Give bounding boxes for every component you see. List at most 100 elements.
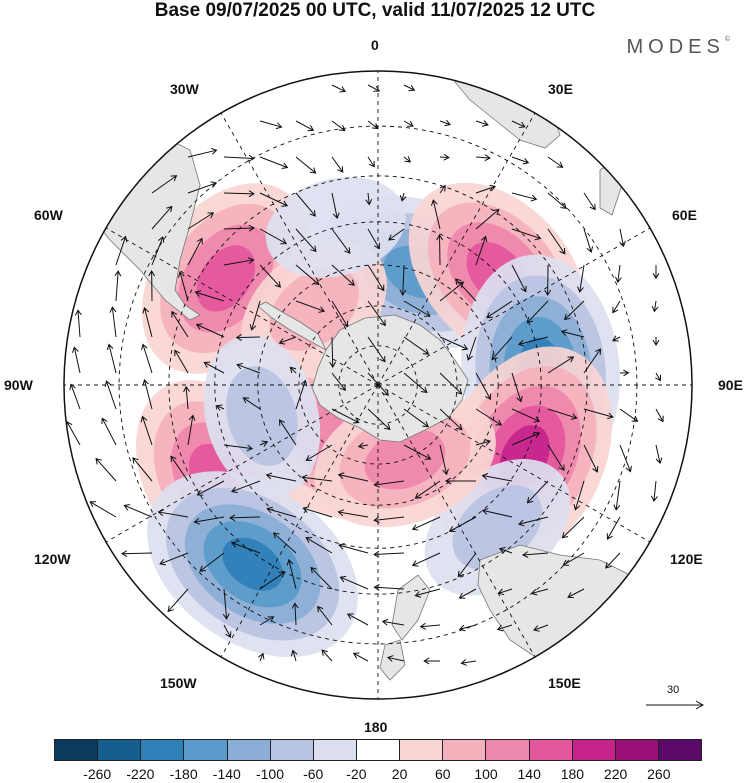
wind-arrow	[583, 348, 602, 374]
wind-arrow	[121, 550, 153, 558]
wind-arrow	[547, 444, 565, 472]
reference-vector	[646, 700, 705, 710]
wind-arrow	[411, 552, 441, 567]
wind-arrow	[167, 588, 189, 613]
wind-arrow	[367, 264, 385, 292]
wind-arrow	[235, 334, 261, 341]
wind-arrow	[583, 408, 614, 420]
wind-arrow	[403, 336, 430, 355]
latitude-circle	[257, 264, 499, 506]
wind-arrow	[547, 356, 575, 374]
wind-arrow	[187, 414, 196, 446]
wind-arrow	[259, 120, 283, 130]
colorbar-swatch	[443, 740, 487, 760]
modes-logo: MODES©	[626, 36, 730, 59]
wind-arrow	[547, 408, 578, 420]
wind-arrow	[526, 480, 549, 504]
wind-arrow	[367, 84, 381, 92]
wind-arrow	[403, 300, 431, 317]
lon-label-150w: 150W	[160, 675, 197, 691]
wind-arrow	[497, 588, 513, 596]
colorbar-swatch	[55, 740, 99, 760]
wind-arrow	[475, 184, 497, 194]
wind-arrow	[439, 372, 463, 395]
wind-arrow	[101, 417, 117, 446]
wind-arrow	[533, 624, 549, 632]
wind-arrow	[439, 408, 463, 431]
wind-arrow	[615, 264, 622, 284]
wind-arrow	[655, 444, 663, 465]
wind-arrow	[352, 652, 369, 662]
wind-arrow	[142, 379, 153, 410]
colorbar-tick-label: 180	[560, 766, 585, 782]
wind-arrow	[655, 408, 664, 423]
colorbar-swatch	[356, 740, 401, 760]
wind-arrow	[194, 290, 225, 302]
wind-arrow	[522, 551, 549, 559]
wind-arrow	[652, 336, 660, 346]
wind-arrow	[291, 602, 299, 626]
wind-arrow	[498, 547, 513, 554]
wind-arrow	[561, 516, 585, 539]
lon-label-120w: 120W	[34, 551, 71, 567]
wind-arrow	[481, 473, 513, 482]
wind-arrow	[295, 156, 317, 174]
latitude-circle	[298, 305, 458, 465]
map-title: Base 09/07/2025 00 UTC, valid 11/07/2025…	[154, 0, 596, 21]
wind-arrow	[266, 506, 297, 518]
colorbar-tick-label: -100	[255, 766, 285, 782]
wind-arrow	[367, 120, 379, 130]
wind-arrow	[151, 205, 173, 230]
wind-arrow	[486, 300, 513, 319]
wind-arrow	[295, 192, 316, 217]
wind-arrow	[475, 120, 489, 127]
wind-arrow	[295, 300, 326, 313]
lon-label-120e: 120E	[670, 551, 703, 567]
polar-stereographic-map	[63, 70, 693, 700]
wind-arrow	[619, 369, 630, 377]
wind-arrow	[290, 649, 298, 662]
wind-arrow	[196, 480, 225, 496]
colorbar	[54, 739, 702, 761]
wind-arrow	[496, 624, 513, 632]
wind-arrow	[367, 300, 386, 327]
colorbar-swatch	[658, 740, 702, 760]
wind-arrow	[159, 552, 189, 566]
wind-arrow	[526, 300, 549, 324]
latitude-circle	[338, 345, 418, 425]
wind-arrow	[174, 349, 189, 374]
colorbar-swatch	[486, 740, 530, 760]
wind-arrow	[295, 228, 317, 253]
graticule	[64, 71, 692, 699]
wind-arrow	[331, 408, 360, 424]
wind-arrow	[331, 264, 355, 286]
wind-arrow	[583, 192, 596, 211]
wind-arrow	[337, 509, 369, 518]
wind-arrow	[560, 329, 585, 338]
wind-arrow	[613, 480, 621, 511]
wind-arrow	[195, 323, 225, 338]
wind-arrow	[259, 156, 289, 169]
colorbar-swatch	[184, 740, 228, 760]
wind-arrow	[612, 335, 621, 342]
wind-arrow	[403, 444, 432, 460]
wind-arrow	[199, 552, 225, 572]
wind-arrow	[439, 153, 450, 161]
wind-arrow	[223, 190, 255, 198]
wind-arrow	[74, 309, 82, 338]
lon-label-30w: 30W	[170, 81, 199, 97]
colorbar-tick-label: 140	[517, 766, 541, 782]
wind-arrow	[511, 408, 541, 423]
wind-arrow	[403, 120, 414, 127]
wind-arrow	[193, 516, 225, 525]
latitude-circle	[168, 175, 588, 595]
wind-arrow	[475, 154, 491, 162]
wind-arrow	[466, 336, 477, 361]
wind-arrow	[278, 419, 297, 446]
wind-arrow	[373, 480, 405, 488]
colorbar-tick-label: 60	[435, 766, 451, 782]
wind-arrow	[203, 361, 225, 374]
wind-arrow	[69, 383, 81, 410]
wind-arrow	[573, 480, 585, 511]
wind-arrow	[242, 397, 261, 410]
